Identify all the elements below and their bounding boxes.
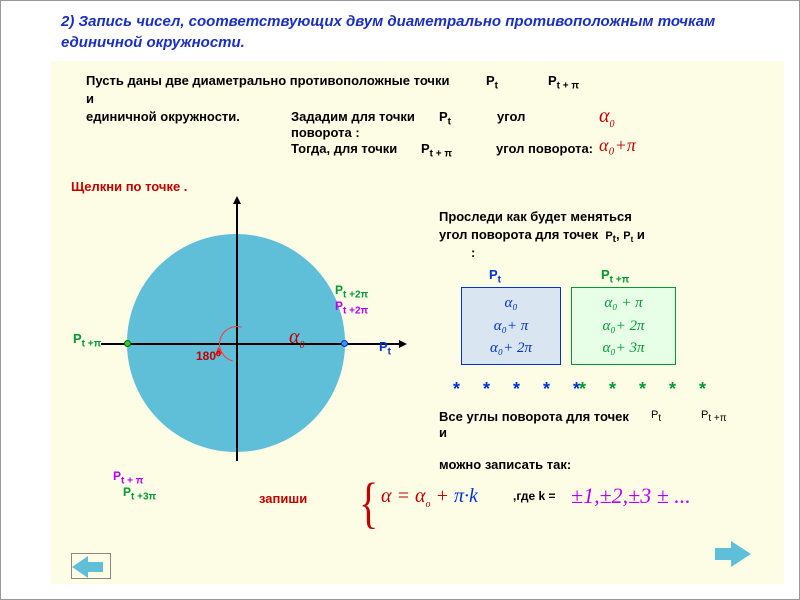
box1-r1: α₀ <box>472 292 550 315</box>
pt-label-1: Pt <box>486 73 498 92</box>
point-pt[interactable] <box>341 340 348 347</box>
point-ptpi[interactable] <box>124 340 131 347</box>
brace-icon: { <box>359 470 378 536</box>
intro-and: и <box>86 91 94 106</box>
write-label: запиши <box>259 491 319 506</box>
all-angles-and: и <box>439 425 447 440</box>
angle-180: 180⁰ <box>196 349 221 363</box>
where-label: ,где k = <box>513 489 556 503</box>
lbl-pt2pi-1: Pt +2π <box>335 283 368 300</box>
click-hint: Щелкни по точке . <box>71 179 187 194</box>
next-button[interactable] <box>711 541 751 567</box>
k-values: ±1,±2,±3 ± ... <box>571 483 691 509</box>
intro-line2b: Зададим для точки <box>291 109 415 124</box>
alpha0-1: α0 <box>599 105 615 130</box>
page-title: 2) Запись чисел, соответствующих двум ди… <box>61 11 761 53</box>
box2-r2: α₀+ 2π <box>582 315 665 338</box>
lbl-ptpi-bottom: Pt + π <box>113 469 143 486</box>
all-angles-1: Все углы поворота для точек <box>439 409 629 424</box>
follow1: Проследи как будет меняться <box>439 209 632 224</box>
box-blue: α₀ α₀+ π α₀+ 2π <box>461 287 561 365</box>
all-angles-pt: Pt <box>651 409 661 424</box>
box-green: α₀ + π α₀+ 2π α₀+ 3π <box>571 287 676 365</box>
stars-blue: * * * * * <box>453 379 589 400</box>
alpha0pi: α₀+π <box>599 135 636 156</box>
stars-green: * * * * * <box>579 379 715 400</box>
intro-line1a: Пусть даны две диаметрально противополож… <box>86 73 449 88</box>
ptpi-label-2: Pt + π <box>421 141 452 160</box>
box1-header: Pt <box>489 267 501 286</box>
intro-line2d: поворота : <box>291 125 360 140</box>
y-axis-arrow <box>233 196 241 204</box>
box2-header: Pt +π <box>601 267 629 286</box>
box1-r3: α₀+ 2π <box>472 337 550 360</box>
all-angles-2: можно записать так: <box>439 457 571 472</box>
lbl-ptpi: Pt +π <box>73 331 101 350</box>
line3a: Тогда, для точки <box>291 141 397 156</box>
pt-label-2: Pt <box>439 109 451 128</box>
all-angles-ptpi: Pt +π <box>701 409 727 424</box>
ptpi-label-1: Pt + π <box>548 73 579 92</box>
alpha0-on-circle: α0 <box>289 326 305 351</box>
intro-line2c: угол <box>497 109 525 124</box>
lbl-pt2pi-2: Pt +2π <box>335 299 368 316</box>
lbl-pt3pi: Pt +3π <box>123 485 156 502</box>
box2-r3: α₀+ 3π <box>582 337 665 360</box>
intro-line2a: единичной окружности. <box>86 109 266 124</box>
follow2: угол поворота для точек Pt, Pt и <box>439 227 645 245</box>
formula: α = αо + π·k <box>381 485 478 510</box>
x-axis-arrow <box>399 340 407 348</box>
follow3: : <box>471 245 475 260</box>
line3b: угол поворота: <box>496 141 593 156</box>
box1-r2: α₀+ π <box>472 315 550 338</box>
lbl-pt: Pt <box>379 339 391 358</box>
box2-r1: α₀ + π <box>582 292 665 315</box>
prev-button[interactable] <box>71 553 111 579</box>
